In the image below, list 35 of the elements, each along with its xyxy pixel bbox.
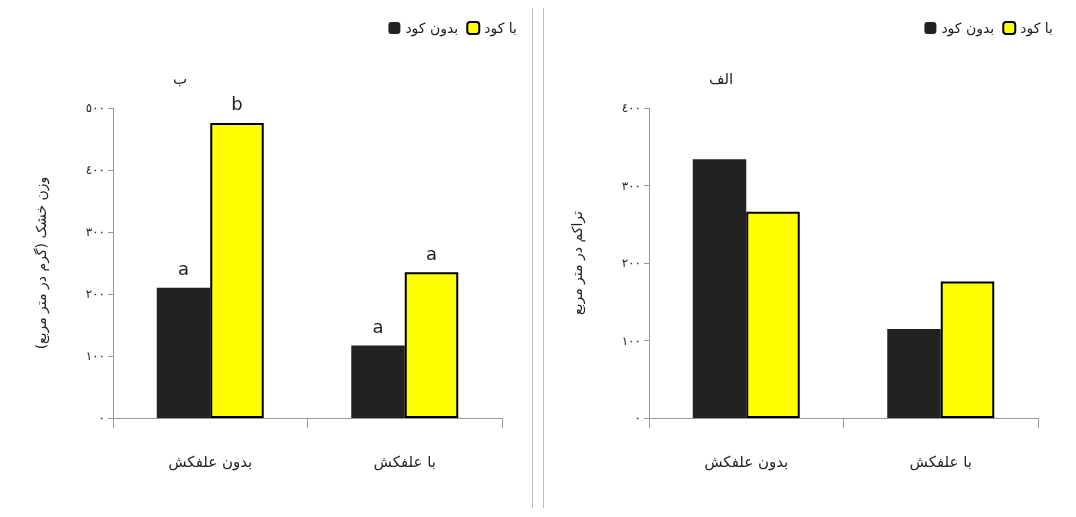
y-axis-title: وزن خشک (گرم در متر مربع) <box>33 176 50 350</box>
x-tick-label: با علفکش <box>373 452 436 471</box>
y-tick-label: ٣٠٠ <box>621 178 641 193</box>
legend-label: بدون کود <box>941 20 995 37</box>
y-tick-label: ١٠٠ <box>621 333 641 348</box>
bar <box>746 211 800 418</box>
bar <box>404 272 459 418</box>
x-tick-label: با علفکش <box>909 452 972 471</box>
annotation: a <box>177 258 190 280</box>
bar <box>156 287 211 418</box>
annotation: a <box>425 242 438 264</box>
bar <box>940 281 995 418</box>
y-tick-label: ٠ <box>98 411 105 425</box>
chart-title: الف <box>709 69 734 88</box>
y-tick-label: ٢٠٠ <box>85 287 105 301</box>
y-tick-label: ١٠٠ <box>85 349 105 363</box>
chart-title: ب <box>173 69 188 88</box>
y-tick-label: ٢٠٠ <box>621 256 641 270</box>
x-tick-label: بدون علفکش <box>168 452 253 471</box>
legend-label: با کود <box>1020 20 1054 37</box>
annotation: b <box>231 93 243 115</box>
y-tick-label: ٤٠٠ <box>621 101 641 115</box>
y-tick-label: ٣٠٠ <box>85 225 105 239</box>
legend-label: با کود <box>484 20 518 37</box>
annotation: a <box>372 315 384 337</box>
bar <box>887 328 941 418</box>
bar <box>692 159 747 418</box>
y-tick-label: ٥٠٠ <box>85 101 105 115</box>
x-tick-label: بدون علفکش <box>704 452 789 471</box>
bar <box>351 345 405 418</box>
y-tick-label: ٤٠٠ <box>85 163 105 177</box>
bar <box>210 122 264 418</box>
y-tick-label: ٠ <box>634 411 641 425</box>
y-axis-title: تراکم در متر مربع <box>569 210 586 315</box>
legend-label: بدون کود <box>405 20 459 37</box>
